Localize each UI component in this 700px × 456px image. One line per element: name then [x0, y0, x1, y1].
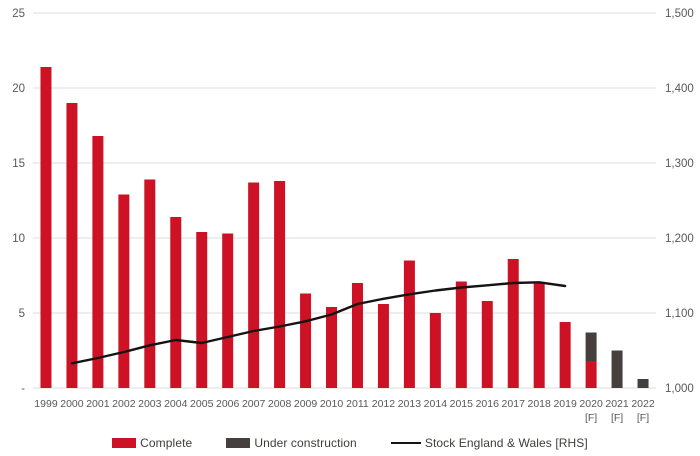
under-construction-swatch-icon [226, 438, 251, 448]
bar-complete [533, 283, 545, 388]
x-axis-year-label: 2015 [450, 398, 474, 410]
right-axis-tick-label: 1,500 [665, 8, 694, 20]
bar-complete [429, 313, 441, 388]
stock-england-wales-line [70, 281, 567, 365]
x-axis-forecast-flag: [F] [611, 412, 623, 424]
bar-under-construction [611, 350, 623, 388]
x-axis-year-label: 2009 [294, 398, 318, 410]
bar-complete [585, 361, 597, 388]
bar-under-construction [637, 379, 649, 388]
right-axis-tick-label: 1,400 [665, 83, 694, 95]
x-axis-year-label: 2005 [190, 398, 214, 410]
x-axis-year-label: 2002 [112, 398, 136, 410]
x-axis-year-label: 2007 [242, 398, 266, 410]
x-axis-year-label: 2011 [346, 398, 369, 410]
right-axis-tick-label: 1,000 [665, 383, 694, 395]
x-axis-year-label: 2000 [60, 398, 84, 410]
x-axis-year-label: 2006 [216, 398, 240, 410]
bar-complete [170, 217, 182, 388]
legend-item-complete: Complete [112, 436, 192, 450]
left-axis-tick-label: 5 [19, 308, 25, 320]
right-axis-tick-label: 1,200 [665, 233, 694, 245]
bar-complete [92, 136, 104, 388]
bar-complete [300, 293, 312, 388]
chart-legend: Complete Under construction Stock Englan… [0, 436, 700, 450]
bar-complete [455, 281, 467, 388]
x-axis-year-label: 2018 [528, 398, 552, 410]
x-axis-year-label: 2004 [164, 398, 188, 410]
x-axis-year-label: 2017 [502, 398, 526, 410]
bar-complete [403, 260, 415, 388]
left-axis-tick-label: 15 [12, 158, 25, 170]
bar-complete [559, 322, 571, 388]
x-axis-year-label: 2019 [553, 398, 577, 410]
right-axis-tick-label: 1,300 [665, 158, 694, 170]
bar-complete [248, 182, 260, 388]
legend-label-complete: Complete [140, 436, 193, 450]
bar-complete [377, 304, 389, 388]
left-axis-tick-label: - [21, 383, 25, 395]
x-axis-year-label: 2012 [372, 398, 396, 410]
bar-complete [144, 179, 156, 388]
x-axis-forecast-flag: [F] [637, 412, 649, 424]
bar-complete [118, 194, 130, 388]
bar-complete [351, 283, 363, 388]
left-axis-tick-label: 25 [12, 8, 25, 20]
x-axis-year-label: 2022 [631, 398, 655, 410]
bar-complete [326, 307, 338, 388]
x-axis-year-label: 2021 [605, 398, 629, 410]
bar-complete [222, 233, 234, 388]
x-axis-year-label: 2010 [320, 398, 344, 410]
left-axis-tick-label: 10 [12, 233, 25, 245]
legend-item-under-construction: Under construction [226, 436, 357, 450]
x-axis-year-label: 1999 [34, 398, 58, 410]
bar-complete [40, 67, 52, 388]
right-axis-tick-label: 1,100 [665, 308, 694, 320]
bar-complete [507, 259, 519, 388]
x-axis-year-label: 2013 [398, 398, 422, 410]
x-axis-forecast-flag: [F] [585, 412, 597, 424]
bar-complete [481, 301, 493, 388]
chart-plot-area: 25 1,500 20 1,400 15 1,300 10 1,200 5 1,100 - 1,000… [12, 8, 694, 424]
bar-complete [274, 181, 286, 388]
x-axis-year-label: 2003 [138, 398, 162, 410]
x-axis-year-label: 2008 [268, 398, 292, 410]
legend-label-under-construction: Under construction [254, 436, 357, 450]
complete-swatch-icon [112, 438, 137, 448]
legend-label-stock-line: Stock England & Wales [RHS] [424, 436, 588, 450]
bar-under-construction [585, 332, 597, 361]
bar-complete [66, 103, 78, 388]
left-axis-tick-label: 20 [12, 83, 25, 95]
bar-complete [196, 232, 208, 388]
legend-item-stock-line: Stock England & Wales [RHS] [390, 436, 588, 450]
x-axis-year-label: 2014 [424, 398, 448, 410]
stock-line-swatch-icon [390, 441, 421, 445]
x-axis-year-label: 2001 [86, 398, 110, 410]
x-axis-year-label: 2016 [476, 398, 500, 410]
x-axis-year-label: 2020 [579, 398, 603, 410]
